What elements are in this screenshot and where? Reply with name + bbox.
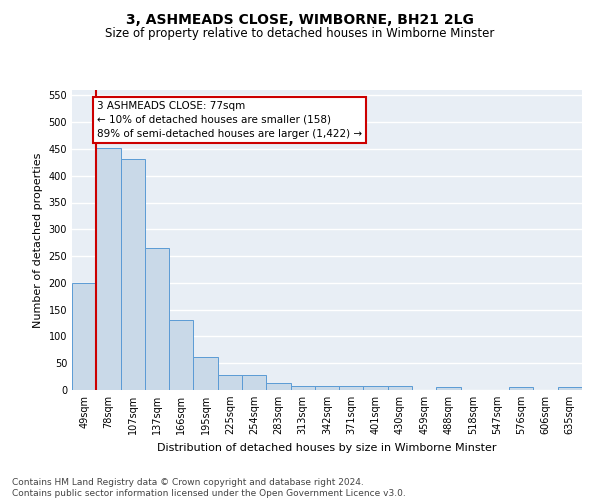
Bar	[121, 158, 145, 390]
Bar	[96, 148, 121, 390]
X-axis label: Distribution of detached houses by size in Wimborne Minster: Distribution of detached houses by size …	[157, 442, 497, 452]
Bar	[218, 375, 242, 390]
Bar	[72, 283, 96, 390]
Bar	[242, 375, 266, 390]
Bar	[509, 388, 533, 390]
Bar	[145, 248, 169, 390]
Bar	[169, 320, 193, 390]
Text: 3 ASHMEADS CLOSE: 77sqm
← 10% of detached houses are smaller (158)
89% of semi-d: 3 ASHMEADS CLOSE: 77sqm ← 10% of detache…	[97, 100, 362, 138]
Text: 3, ASHMEADS CLOSE, WIMBORNE, BH21 2LG: 3, ASHMEADS CLOSE, WIMBORNE, BH21 2LG	[126, 12, 474, 26]
Y-axis label: Number of detached properties: Number of detached properties	[33, 152, 43, 328]
Bar	[388, 386, 412, 390]
Bar	[290, 386, 315, 390]
Bar	[558, 388, 582, 390]
Bar	[193, 357, 218, 390]
Bar	[364, 386, 388, 390]
Bar	[436, 388, 461, 390]
Bar	[339, 386, 364, 390]
Bar	[266, 382, 290, 390]
Bar	[315, 386, 339, 390]
Text: Contains HM Land Registry data © Crown copyright and database right 2024.
Contai: Contains HM Land Registry data © Crown c…	[12, 478, 406, 498]
Text: Size of property relative to detached houses in Wimborne Minster: Size of property relative to detached ho…	[106, 28, 494, 40]
